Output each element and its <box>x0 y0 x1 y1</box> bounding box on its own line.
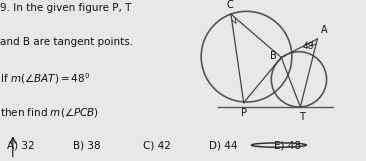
Text: T: T <box>299 112 305 122</box>
Text: If $m(\angle BAT)=48^0$: If $m(\angle BAT)=48^0$ <box>0 71 90 86</box>
Text: P: P <box>241 108 247 118</box>
Text: 9. In the given figure P, T: 9. In the given figure P, T <box>0 3 131 13</box>
Text: B) 38: B) 38 <box>73 140 101 150</box>
Text: C: C <box>226 0 233 10</box>
Text: and B are tangent points.: and B are tangent points. <box>0 37 133 47</box>
Text: B: B <box>270 51 277 61</box>
Text: C) 42: C) 42 <box>143 140 171 150</box>
Text: then find $m(\angle PCB)$: then find $m(\angle PCB)$ <box>0 106 99 119</box>
Text: 48: 48 <box>302 42 314 51</box>
Text: A: A <box>321 25 327 35</box>
Text: D) 44: D) 44 <box>209 140 237 150</box>
Text: A) 32: A) 32 <box>7 140 35 150</box>
Text: E) 48: E) 48 <box>274 140 302 150</box>
